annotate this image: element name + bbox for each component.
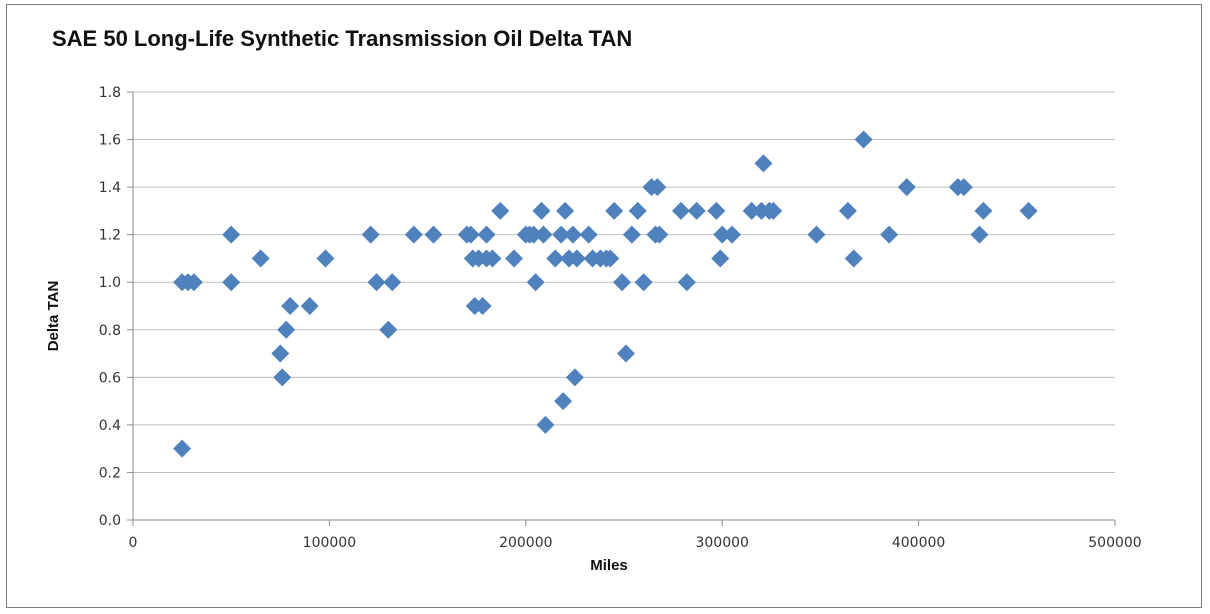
data-point: [723, 225, 742, 244]
data-point: [838, 201, 857, 220]
data-point: [897, 178, 916, 197]
data-point: [556, 201, 575, 220]
data-point: [316, 249, 335, 268]
data-point: [173, 439, 192, 458]
data-point: [677, 273, 696, 292]
data-point: [650, 225, 669, 244]
data-point: [526, 273, 545, 292]
data-point: [671, 201, 690, 220]
data-point: [554, 392, 573, 411]
data-point: [404, 225, 423, 244]
data-point: [974, 201, 993, 220]
data-points: [173, 130, 1038, 458]
data-point: [687, 201, 706, 220]
data-point: [367, 273, 386, 292]
data-point: [222, 225, 241, 244]
data-point: [567, 249, 586, 268]
data-point: [622, 225, 641, 244]
data-point: [532, 201, 551, 220]
data-point: [361, 225, 380, 244]
data-point: [273, 368, 292, 387]
y-tick-labels: 0.0 0.2 0.4 0.6 0.8 1.0 1.2 1.4 1.6 1.8: [99, 85, 121, 529]
data-point: [754, 154, 773, 173]
chart-frame: [6, 4, 1202, 608]
y-axis-title: Delta TAN: [45, 281, 62, 352]
x-axis-title: Miles: [590, 557, 628, 574]
data-point: [563, 225, 582, 244]
axes: [127, 91, 1116, 526]
y-tick-label: 1.0: [99, 275, 121, 291]
data-point: [277, 320, 296, 339]
data-point: [1019, 201, 1038, 220]
data-point: [844, 249, 863, 268]
data-point: [184, 273, 203, 292]
data-point: [491, 201, 510, 220]
y-tick-label: 1.6: [99, 133, 121, 149]
data-point: [807, 225, 826, 244]
x-tick-label: 200000: [499, 535, 552, 551]
data-point: [628, 201, 647, 220]
data-point: [601, 249, 620, 268]
data-point: [461, 225, 480, 244]
data-point: [524, 225, 543, 244]
x-tick-label: 500000: [1088, 535, 1141, 551]
data-point: [424, 225, 443, 244]
x-tick-label: 100000: [303, 535, 356, 551]
data-point: [473, 297, 492, 315]
data-point: [764, 201, 783, 220]
data-point: [534, 225, 553, 244]
data-point: [634, 273, 653, 292]
y-tick-label: 0.0: [99, 513, 121, 529]
data-point: [383, 273, 402, 292]
y-tick-label: 0.6: [99, 370, 121, 386]
data-point: [505, 249, 524, 268]
y-tick-label: 1.8: [99, 85, 121, 101]
data-point: [954, 178, 973, 197]
data-point: [713, 225, 732, 244]
data-point: [605, 201, 624, 220]
data-point: [546, 249, 565, 268]
data-point: [880, 225, 899, 244]
data-point: [536, 415, 555, 434]
data-point: [742, 201, 761, 220]
data-point: [854, 130, 873, 149]
data-point: [300, 297, 319, 315]
x-tick-label: 400000: [892, 535, 945, 551]
data-point: [648, 178, 667, 197]
x-tick-label: 300000: [695, 535, 748, 551]
data-point: [613, 273, 632, 292]
data-point: [565, 368, 584, 387]
data-point: [271, 344, 290, 363]
y-tick-label: 0.4: [99, 418, 121, 434]
data-point: [711, 249, 730, 268]
data-point: [222, 273, 241, 292]
chart-title: SAE 50 Long-Life Synthetic Transmission …: [52, 26, 633, 51]
x-tick-labels: 0 100000 200000 300000 400000 500000: [129, 535, 1142, 551]
data-point: [251, 249, 270, 268]
data-point: [483, 249, 502, 268]
data-point: [552, 225, 571, 244]
x-tick-label: 0: [129, 535, 138, 551]
data-point: [579, 225, 598, 244]
data-point: [616, 344, 635, 363]
data-point: [970, 225, 989, 244]
data-point: [281, 297, 300, 315]
y-tick-label: 1.4: [99, 180, 121, 196]
y-tick-label: 1.2: [99, 228, 121, 244]
data-point: [477, 225, 496, 244]
data-point: [707, 201, 726, 220]
y-tick-label: 0.2: [99, 465, 121, 481]
data-point: [379, 320, 398, 339]
y-tick-label: 0.8: [99, 323, 121, 339]
